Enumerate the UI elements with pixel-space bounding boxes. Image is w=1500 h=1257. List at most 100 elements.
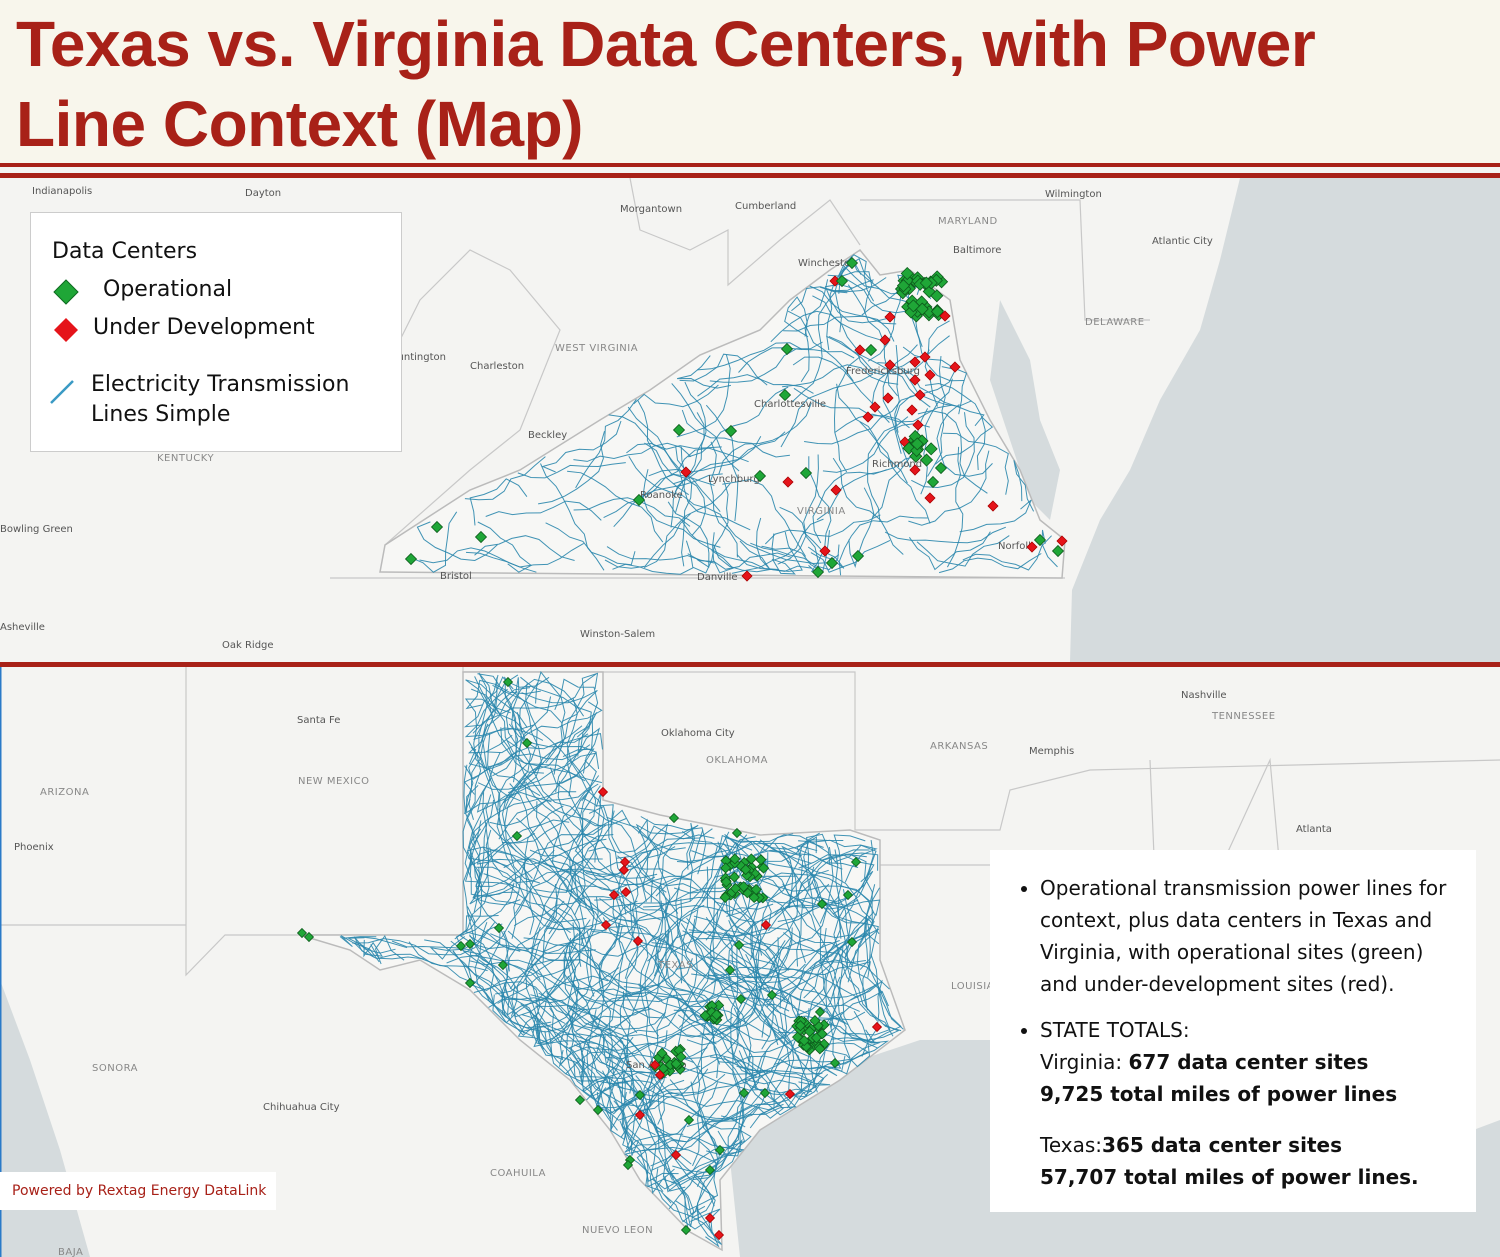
data-center-marker [748,891,760,904]
transmission-line [573,442,692,462]
transmission-line [672,1122,752,1173]
transmission-line [696,1016,733,1156]
transmission-line [478,959,573,1033]
transmission-line [681,409,790,458]
transmission-line [783,932,878,1049]
data-center-marker [879,334,891,346]
transmission-line [565,791,602,893]
data-center-marker [830,484,842,496]
transmission-line [862,887,881,1011]
transmission-line [617,848,657,979]
transmission-line [465,915,541,951]
transmission-line [675,446,693,567]
transmission-line [429,923,503,960]
state-label: NEW MEXICO [298,776,369,787]
transmission-line [706,861,760,1002]
transmission-line [870,954,902,1042]
transmission-line [502,748,595,804]
city-label: Santa Fe [297,715,340,726]
data-center-marker [728,871,740,883]
transmission-line [450,940,566,1024]
transmission-line [738,1050,818,1116]
transmission-line [642,469,721,548]
data-center-marker [670,1058,682,1070]
data-center-marker [800,1041,812,1053]
transmission-line [573,1044,684,1149]
transmission-line [707,956,849,1026]
transmission-line [825,933,880,1026]
data-center-marker [404,552,418,566]
transmission-line [523,937,663,1001]
data-center-marker [592,1104,604,1116]
data-center-marker [740,863,752,876]
data-center-marker [778,388,792,402]
line-miles: 57,707 total miles of power lines. [1040,1165,1419,1189]
transmission-line [691,940,840,979]
data-center-marker [1026,541,1038,553]
legend-item: Under Development [93,315,315,340]
transmission-line [590,1036,664,1098]
transmission-line [781,845,859,909]
transmission-line [816,455,919,521]
transmission-line [832,457,904,555]
transmission-line [520,1003,665,1055]
header-rule [0,173,1500,178]
data-center-marker [845,256,859,270]
transmission-line [686,822,696,902]
transmission-line [673,869,829,894]
city-label: Cumberland [735,201,796,212]
transmission-line [765,849,870,951]
city-label: Asheville [0,622,45,633]
transmission-line [803,849,842,999]
transmission-line [810,539,891,573]
legend-item: Operational [103,277,233,302]
transmission-line [644,904,705,1037]
state-label: DELAWARE [1085,317,1145,328]
transmission-line [792,976,842,1070]
data-center-marker [912,419,924,431]
transmission-line [469,960,608,1028]
data-center-marker [819,545,831,557]
transmission-line [567,470,664,543]
transmission-line [476,752,552,813]
transmission-line [565,1008,618,1131]
transmission-line [746,961,871,979]
virginia-outline [379,248,1066,579]
city-label: Wilmington [1045,189,1102,200]
state-label: COAHUILA [490,1168,546,1179]
transmission-line [756,943,841,1074]
transmission-line [800,279,829,383]
transmission-line [647,824,699,962]
data-center-marker [741,570,753,582]
legend-item: Electricity Transmission Lines Simple [91,372,350,427]
transmission-line [446,863,528,964]
transmission-line [908,531,991,571]
data-center-marker [731,827,743,839]
line-miles: 9,725 total miles of power lines [1040,1082,1398,1106]
data-center-marker [296,927,308,939]
data-center-marker [683,1114,695,1126]
transmission-line [635,823,698,902]
transmission-line [916,535,1010,567]
transmission-line [822,422,930,473]
transmission-line [509,783,594,914]
transmission-line [676,355,731,389]
transmission-line [692,480,729,574]
city-label: Phoenix [14,842,54,853]
city-label: Dayton [245,188,281,199]
transmission-line [513,896,662,927]
transmission-line [505,678,585,747]
transmission-line [676,354,731,438]
transmission-line [654,955,779,1046]
transmission-line [834,404,952,433]
transmission-line [541,420,622,473]
city-label: Norfolk [998,541,1034,552]
transmission-line [348,937,375,958]
transmission-line [492,978,541,1038]
transmission-line [485,500,602,521]
transmission-line [465,679,528,728]
transmission-line [582,797,667,893]
credit-prefix: Powered by [12,1183,94,1199]
data-center-marker [909,464,921,476]
data-center-marker [632,493,646,507]
